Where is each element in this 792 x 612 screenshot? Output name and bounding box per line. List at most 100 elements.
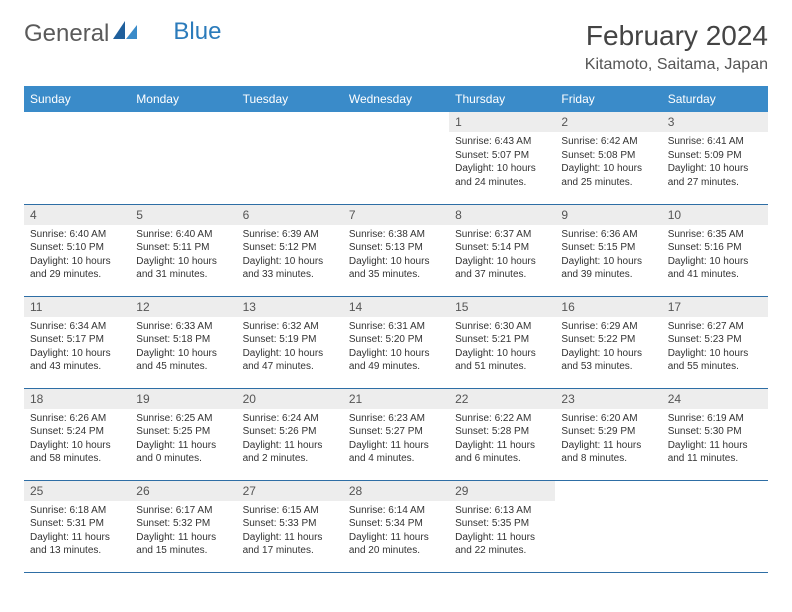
sunrise-text: Sunrise: 6:18 AM bbox=[30, 504, 124, 518]
sunrise-text: Sunrise: 6:31 AM bbox=[349, 320, 443, 334]
day-details: Sunrise: 6:24 AMSunset: 5:26 PMDaylight:… bbox=[237, 409, 343, 470]
daylight-text: Daylight: 10 hours and 27 minutes. bbox=[668, 162, 762, 189]
sunset-text: Sunset: 5:15 PM bbox=[561, 241, 655, 255]
calendar-cell: 25Sunrise: 6:18 AMSunset: 5:31 PMDayligh… bbox=[24, 480, 130, 572]
daylight-text: Daylight: 11 hours and 20 minutes. bbox=[349, 531, 443, 558]
day-number bbox=[237, 112, 343, 132]
calendar-cell: 9Sunrise: 6:36 AMSunset: 5:15 PMDaylight… bbox=[555, 204, 661, 296]
day-details: Sunrise: 6:40 AMSunset: 5:11 PMDaylight:… bbox=[130, 225, 236, 286]
day-number: 17 bbox=[662, 297, 768, 317]
day-details: Sunrise: 6:27 AMSunset: 5:23 PMDaylight:… bbox=[662, 317, 768, 378]
day-number bbox=[555, 481, 661, 501]
sunrise-text: Sunrise: 6:36 AM bbox=[561, 228, 655, 242]
sunset-text: Sunset: 5:12 PM bbox=[243, 241, 337, 255]
sunset-text: Sunset: 5:09 PM bbox=[668, 149, 762, 163]
calendar-cell bbox=[237, 112, 343, 204]
calendar-cell: 18Sunrise: 6:26 AMSunset: 5:24 PMDayligh… bbox=[24, 388, 130, 480]
sunrise-text: Sunrise: 6:39 AM bbox=[243, 228, 337, 242]
sunrise-text: Sunrise: 6:25 AM bbox=[136, 412, 230, 426]
calendar-cell: 13Sunrise: 6:32 AMSunset: 5:19 PMDayligh… bbox=[237, 296, 343, 388]
calendar-cell: 14Sunrise: 6:31 AMSunset: 5:20 PMDayligh… bbox=[343, 296, 449, 388]
daylight-text: Daylight: 11 hours and 4 minutes. bbox=[349, 439, 443, 466]
dayname-header: Sunday bbox=[24, 86, 130, 112]
sunset-text: Sunset: 5:26 PM bbox=[243, 425, 337, 439]
sunset-text: Sunset: 5:29 PM bbox=[561, 425, 655, 439]
daylight-text: Daylight: 11 hours and 0 minutes. bbox=[136, 439, 230, 466]
sunrise-text: Sunrise: 6:23 AM bbox=[349, 412, 443, 426]
daylight-text: Daylight: 11 hours and 13 minutes. bbox=[30, 531, 124, 558]
day-details: Sunrise: 6:17 AMSunset: 5:32 PMDaylight:… bbox=[130, 501, 236, 562]
daylight-text: Daylight: 10 hours and 45 minutes. bbox=[136, 347, 230, 374]
day-number: 26 bbox=[130, 481, 236, 501]
day-number bbox=[662, 481, 768, 501]
day-details: Sunrise: 6:20 AMSunset: 5:29 PMDaylight:… bbox=[555, 409, 661, 470]
sunrise-text: Sunrise: 6:26 AM bbox=[30, 412, 124, 426]
day-number: 19 bbox=[130, 389, 236, 409]
day-number: 25 bbox=[24, 481, 130, 501]
daylight-text: Daylight: 10 hours and 58 minutes. bbox=[30, 439, 124, 466]
sunrise-text: Sunrise: 6:40 AM bbox=[136, 228, 230, 242]
sunrise-text: Sunrise: 6:15 AM bbox=[243, 504, 337, 518]
day-details: Sunrise: 6:26 AMSunset: 5:24 PMDaylight:… bbox=[24, 409, 130, 470]
day-number: 27 bbox=[237, 481, 343, 501]
dayname-header: Wednesday bbox=[343, 86, 449, 112]
daylight-text: Daylight: 10 hours and 29 minutes. bbox=[30, 255, 124, 282]
daylight-text: Daylight: 11 hours and 2 minutes. bbox=[243, 439, 337, 466]
day-number: 2 bbox=[555, 112, 661, 132]
sunset-text: Sunset: 5:24 PM bbox=[30, 425, 124, 439]
sunset-text: Sunset: 5:16 PM bbox=[668, 241, 762, 255]
calendar-row: 25Sunrise: 6:18 AMSunset: 5:31 PMDayligh… bbox=[24, 480, 768, 572]
calendar-cell: 6 Sunrise: 6:39 AMSunset: 5:12 PMDaylight… bbox=[237, 204, 343, 296]
sunrise-text: Sunrise: 6:34 AM bbox=[30, 320, 124, 334]
daylight-text: Daylight: 10 hours and 53 minutes. bbox=[561, 347, 655, 374]
calendar-cell: 29Sunrise: 6:13 AMSunset: 5:35 PMDayligh… bbox=[449, 480, 555, 572]
calendar-cell: 12Sunrise: 6:33 AMSunset: 5:18 PMDayligh… bbox=[130, 296, 236, 388]
sunrise-text: Sunrise: 6:20 AM bbox=[561, 412, 655, 426]
sunrise-text: Sunrise: 6:42 AM bbox=[561, 135, 655, 149]
day-details: Sunrise: 6:19 AMSunset: 5:30 PMDaylight:… bbox=[662, 409, 768, 470]
calendar-cell: 11Sunrise: 6:34 AMSunset: 5:17 PMDayligh… bbox=[24, 296, 130, 388]
daylight-text: Daylight: 11 hours and 17 minutes. bbox=[243, 531, 337, 558]
day-number: 18 bbox=[24, 389, 130, 409]
day-details: Sunrise: 6:42 AMSunset: 5:08 PMDaylight:… bbox=[555, 132, 661, 193]
day-number: 10 bbox=[662, 205, 768, 225]
day-number: 12 bbox=[130, 297, 236, 317]
calendar-cell: 24Sunrise: 6:19 AMSunset: 5:30 PMDayligh… bbox=[662, 388, 768, 480]
daylight-text: Daylight: 10 hours and 33 minutes. bbox=[243, 255, 337, 282]
sunrise-text: Sunrise: 6:40 AM bbox=[30, 228, 124, 242]
month-title: February 2024 bbox=[585, 20, 768, 52]
daylight-text: Daylight: 11 hours and 6 minutes. bbox=[455, 439, 549, 466]
sunset-text: Sunset: 5:34 PM bbox=[349, 517, 443, 531]
daylight-text: Daylight: 10 hours and 25 minutes. bbox=[561, 162, 655, 189]
dayname-header: Tuesday bbox=[237, 86, 343, 112]
sail-icon bbox=[113, 20, 139, 48]
dayname-row: SundayMondayTuesdayWednesdayThursdayFrid… bbox=[24, 86, 768, 112]
dayname-header: Monday bbox=[130, 86, 236, 112]
calendar-cell: 2Sunrise: 6:42 AMSunset: 5:08 PMDaylight… bbox=[555, 112, 661, 204]
calendar-cell bbox=[343, 112, 449, 204]
day-details: Sunrise: 6:34 AMSunset: 5:17 PMDaylight:… bbox=[24, 317, 130, 378]
logo-text-general: General bbox=[24, 20, 109, 48]
calendar-cell: 27Sunrise: 6:15 AMSunset: 5:33 PMDayligh… bbox=[237, 480, 343, 572]
calendar-cell: 15Sunrise: 6:30 AMSunset: 5:21 PMDayligh… bbox=[449, 296, 555, 388]
calendar-row: 18Sunrise: 6:26 AMSunset: 5:24 PMDayligh… bbox=[24, 388, 768, 480]
calendar-body: 1Sunrise: 6:43 AMSunset: 5:07 PMDaylight… bbox=[24, 112, 768, 572]
daylight-text: Daylight: 10 hours and 35 minutes. bbox=[349, 255, 443, 282]
day-number: 8 bbox=[449, 205, 555, 225]
calendar-cell bbox=[555, 480, 661, 572]
calendar-cell bbox=[662, 480, 768, 572]
sunrise-text: Sunrise: 6:30 AM bbox=[455, 320, 549, 334]
sunset-text: Sunset: 5:19 PM bbox=[243, 333, 337, 347]
sunset-text: Sunset: 5:08 PM bbox=[561, 149, 655, 163]
calendar-cell: 5Sunrise: 6:40 AMSunset: 5:11 PMDaylight… bbox=[130, 204, 236, 296]
calendar-row: 4Sunrise: 6:40 AMSunset: 5:10 PMDaylight… bbox=[24, 204, 768, 296]
calendar-cell: 26Sunrise: 6:17 AMSunset: 5:32 PMDayligh… bbox=[130, 480, 236, 572]
calendar-cell: 1Sunrise: 6:43 AMSunset: 5:07 PMDaylight… bbox=[449, 112, 555, 204]
sunrise-text: Sunrise: 6:41 AM bbox=[668, 135, 762, 149]
sunset-text: Sunset: 5:27 PM bbox=[349, 425, 443, 439]
daylight-text: Daylight: 10 hours and 49 minutes. bbox=[349, 347, 443, 374]
day-number: 4 bbox=[24, 205, 130, 225]
logo: General Blue bbox=[24, 20, 221, 48]
day-number: 23 bbox=[555, 389, 661, 409]
day-number: 6 bbox=[237, 205, 343, 225]
